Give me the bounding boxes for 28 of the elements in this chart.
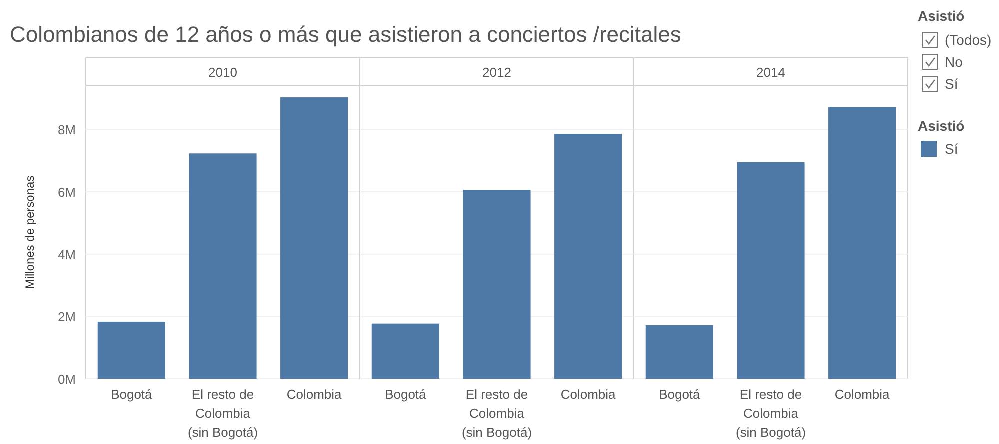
x-tick-label: El resto de Colombia (sin Bogotá) (736, 387, 806, 440)
x-tick-label: El resto de Colombia (sin Bogotá) (188, 387, 258, 440)
x-tick-label: Colombia (560, 387, 617, 402)
bar (280, 98, 348, 379)
legend-title: Asistió (918, 118, 965, 134)
chart-title: Colombianos de 12 años o más que asistieron a conciertos /recitales (10, 22, 682, 47)
text: No (945, 54, 964, 70)
y-tick-label: 2M (58, 310, 76, 325)
text: Sí (945, 76, 958, 92)
chart-subtitle: 2012 (482, 65, 512, 80)
chart-subtitle: 2014 (756, 65, 786, 80)
y-tick-label: 0M (58, 372, 76, 387)
y-tick-label: 6M (58, 184, 76, 200)
bar (98, 322, 166, 379)
bar (189, 154, 257, 379)
x-tick-label: Bogotá (659, 387, 702, 402)
text: Asistió (918, 8, 965, 24)
chart-subtitle: 2010 (208, 65, 238, 80)
y-tick-label: 4M (58, 247, 76, 262)
x-tick-label: El resto de Colombia (sin Bogotá) (462, 387, 532, 440)
legend-label: Sí (945, 141, 958, 157)
y-axis-title: Millones de personas (23, 176, 37, 290)
text: (Todos) (945, 32, 992, 48)
y-tick-label: 8M (58, 122, 76, 138)
x-tick-label: Colombia (834, 387, 891, 402)
x-tick-label: Bogotá (111, 387, 154, 402)
x-tick-label: Bogotá (385, 387, 428, 402)
x-tick-label: Colombia (286, 387, 343, 402)
